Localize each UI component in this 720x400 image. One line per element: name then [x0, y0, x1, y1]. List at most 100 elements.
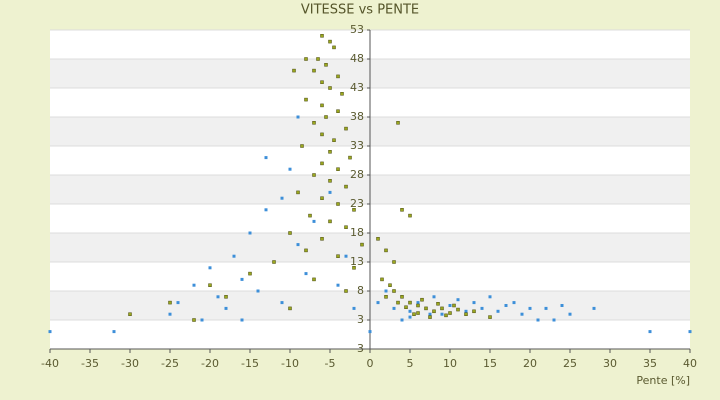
- data-point: [368, 330, 372, 334]
- y-tick-label: 18: [350, 226, 364, 239]
- data-point: [544, 306, 548, 310]
- data-point: [336, 283, 340, 287]
- data-point: [280, 301, 284, 305]
- data-point: [224, 306, 228, 310]
- data-point: [408, 315, 412, 319]
- data-point: [316, 57, 320, 61]
- data-point: [248, 231, 252, 235]
- data-point: [464, 309, 468, 313]
- y-tick-label: 23: [350, 197, 364, 210]
- data-point: [296, 243, 300, 247]
- y-tick-label: 53: [350, 23, 364, 36]
- data-point: [48, 330, 52, 334]
- data-point: [312, 277, 316, 282]
- data-point: [352, 266, 356, 270]
- data-point: [192, 283, 196, 287]
- data-point: [592, 306, 596, 310]
- data-point: [520, 312, 524, 316]
- data-point: [400, 318, 404, 322]
- data-point: [332, 45, 336, 50]
- x-tick-label: 25: [563, 357, 577, 370]
- data-point: [344, 254, 348, 258]
- x-tick-label: -25: [161, 357, 179, 370]
- data-point: [336, 202, 340, 206]
- x-tick-label: 35: [643, 357, 657, 370]
- data-point: [288, 167, 292, 171]
- data-point: [296, 190, 300, 195]
- data-point: [440, 306, 444, 311]
- x-tick-label: 15: [483, 357, 497, 370]
- data-point: [312, 121, 316, 125]
- data-point: [388, 283, 392, 287]
- data-point: [208, 266, 212, 270]
- data-point: [404, 305, 408, 309]
- data-point: [324, 63, 328, 67]
- data-point: [424, 306, 428, 311]
- data-point: [200, 318, 204, 322]
- data-point: [292, 68, 296, 73]
- data-point: [348, 155, 352, 160]
- data-point: [392, 289, 396, 293]
- data-point: [360, 242, 364, 247]
- data-point: [432, 295, 436, 299]
- data-point: [176, 301, 180, 305]
- data-point: [536, 318, 540, 322]
- data-point: [496, 309, 500, 313]
- chart-title: VITESSE vs PENTE: [301, 3, 419, 18]
- data-point: [320, 237, 324, 241]
- data-point: [336, 167, 340, 171]
- data-point: [568, 312, 572, 316]
- data-point: [128, 312, 132, 316]
- data-point: [240, 318, 244, 322]
- data-point: [408, 300, 412, 305]
- data-point: [472, 301, 476, 305]
- x-tick-label: 20: [523, 357, 537, 370]
- data-point: [320, 80, 324, 84]
- data-point: [112, 330, 116, 334]
- data-point: [384, 295, 388, 299]
- data-point: [428, 312, 432, 316]
- data-point: [456, 298, 460, 302]
- data-point: [304, 272, 308, 276]
- data-point: [168, 300, 172, 305]
- data-point: [264, 208, 268, 212]
- data-point: [328, 86, 332, 90]
- y-tick-label: 13: [350, 255, 364, 268]
- x-tick-label: 10: [443, 357, 457, 370]
- data-point: [320, 132, 324, 137]
- data-point: [344, 184, 348, 189]
- x-tick-label: -10: [281, 357, 299, 370]
- data-point: [488, 295, 492, 299]
- data-point: [216, 295, 220, 299]
- x-tick-label: 0: [367, 357, 374, 370]
- data-point: [416, 311, 420, 315]
- data-point: [320, 34, 324, 38]
- data-point: [428, 315, 432, 319]
- data-point: [376, 301, 380, 305]
- data-point: [480, 306, 484, 310]
- data-point: [420, 297, 424, 302]
- data-point: [240, 277, 244, 281]
- data-point: [328, 39, 332, 44]
- data-point: [344, 225, 348, 229]
- data-point: [328, 219, 332, 224]
- data-point: [384, 289, 388, 293]
- data-point: [444, 313, 448, 318]
- data-point: [208, 283, 212, 287]
- data-point: [452, 303, 456, 308]
- data-point: [448, 304, 452, 307]
- data-point: [304, 248, 308, 253]
- data-point: [384, 248, 388, 253]
- data-point: [328, 179, 332, 183]
- x-tick-label: 40: [683, 357, 697, 370]
- data-point: [312, 173, 316, 177]
- data-point: [304, 97, 308, 102]
- data-point: [304, 57, 308, 61]
- data-point: [320, 103, 324, 108]
- data-point: [248, 271, 252, 276]
- data-point: [408, 309, 412, 313]
- data-point: [312, 68, 316, 73]
- y-tick-label: 28: [350, 168, 364, 181]
- data-point: [416, 303, 420, 308]
